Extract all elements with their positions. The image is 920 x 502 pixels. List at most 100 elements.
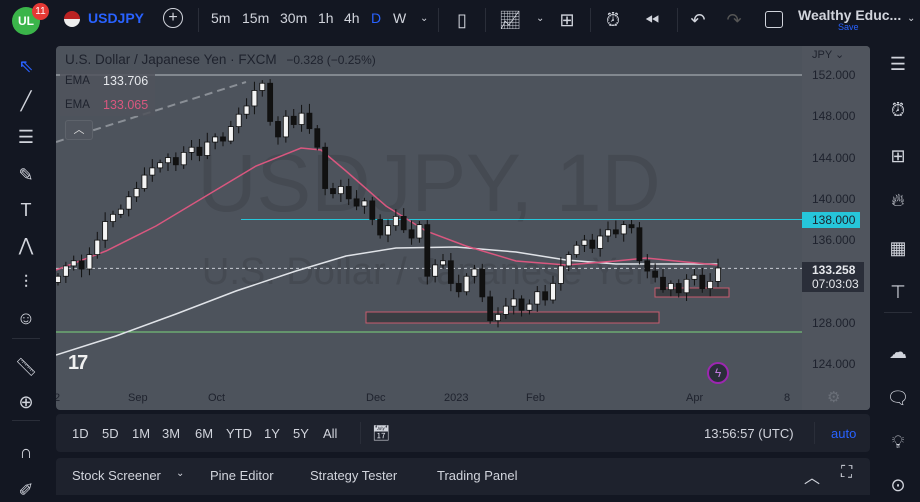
- candle: [691, 274, 698, 280]
- candle: [479, 268, 486, 298]
- tab-trading-panel[interactable]: Trading Panel: [437, 468, 518, 483]
- price-chart[interactable]: USDJPY, 1D U.S. Dollar / Japanese Yen: [56, 46, 802, 410]
- candle: [172, 157, 179, 166]
- expand-panel-icon[interactable]: ︿: [804, 470, 821, 487]
- candle: [628, 224, 635, 229]
- range-button[interactable]: All: [323, 426, 338, 441]
- candle: [620, 224, 627, 235]
- candle: [86, 254, 93, 270]
- timeframe-w[interactable]: W: [393, 10, 407, 26]
- date-label: 2: [56, 392, 61, 404]
- range-button[interactable]: 5Y: [293, 426, 309, 441]
- ideas-icon[interactable]: ⊤: [890, 281, 906, 302]
- cursor-icon[interactable]: ⇖: [18, 55, 34, 76]
- candle: [400, 215, 407, 231]
- alarm-clock-icon[interactable]: ⏰︎: [890, 99, 906, 120]
- range-button[interactable]: 1D: [72, 426, 89, 441]
- chart-pane[interactable]: USDJPY, 1D U.S. Dollar / Japanese Yen U.…: [56, 46, 870, 410]
- range-button[interactable]: 1M: [132, 426, 151, 441]
- undo-icon[interactable]: ↶: [690, 9, 706, 30]
- timeframe-30m[interactable]: 30m: [280, 10, 308, 26]
- emoji-icon[interactable]: ☺: [16, 307, 36, 328]
- text-icon[interactable]: T: [20, 199, 32, 220]
- lock-drawing-icon[interactable]: ✐: [18, 479, 34, 500]
- date-label: Sep: [128, 392, 148, 404]
- account-dropdown-icon[interactable]: ⌄: [907, 13, 916, 24]
- settings-gear-icon[interactable]: ⚙: [827, 389, 841, 406]
- streams-icon[interactable]: ⊙: [890, 474, 906, 495]
- currency-selector[interactable]: JPY ⌄: [812, 49, 845, 61]
- maximize-panel-icon[interactable]: ⛶: [841, 464, 853, 481]
- fullscreen-checkbox[interactable]: [765, 11, 783, 28]
- timeframe-d[interactable]: D: [371, 10, 382, 26]
- candle: [377, 219, 384, 236]
- candle: [652, 270, 659, 278]
- range-button[interactable]: 5D: [102, 426, 119, 441]
- add-symbol-icon[interactable]: +: [163, 8, 183, 28]
- clock[interactable]: 13:56:57 (UTC): [704, 426, 794, 441]
- candles-icon[interactable]: ▯: [457, 9, 467, 30]
- add-list-icon[interactable]: ⊞: [890, 145, 906, 166]
- timeframe-dropdown-icon[interactable]: ⌄: [420, 13, 429, 24]
- timeframe-1h[interactable]: 1h: [318, 10, 334, 26]
- candle: [133, 188, 140, 198]
- tradingview-logo[interactable]: 17: [68, 352, 88, 374]
- goto-date-icon[interactable]: 📅︎: [371, 425, 391, 442]
- range-button[interactable]: 1Y: [264, 426, 280, 441]
- range-button[interactable]: 6M: [195, 426, 214, 441]
- candle: [165, 157, 171, 164]
- bulb-icon[interactable]: 💡︎: [891, 431, 905, 452]
- calendar-icon[interactable]: ▦: [889, 237, 907, 258]
- candle: [149, 167, 156, 176]
- candle: [102, 221, 109, 241]
- range-button[interactable]: YTD: [226, 426, 252, 441]
- drawing-toolbar: ⇖ ╱ ☰ ✎ T ⋀ ⫶ ☺ 📏︎ ⊕ ∩ ✐: [0, 40, 52, 500]
- zoom-in-icon[interactable]: ⊕: [18, 391, 34, 412]
- tab-strategy-tester[interactable]: Strategy Tester: [310, 468, 398, 483]
- candle: [392, 215, 399, 227]
- candle: [345, 186, 352, 200]
- candle: [353, 198, 360, 207]
- candle: [612, 229, 619, 235]
- account-name[interactable]: Wealthy Educ...: [798, 7, 902, 23]
- chat-icon[interactable]: 🗨︎: [886, 387, 910, 408]
- candle: [251, 90, 258, 107]
- candle: [534, 291, 541, 305]
- stock-screener-dropdown-icon[interactable]: ⌄: [176, 468, 185, 479]
- ema2-label[interactable]: EMA: [65, 99, 90, 111]
- magnet-icon[interactable]: ∩: [19, 441, 33, 462]
- watchlist-icon[interactable]: ☰: [889, 53, 907, 74]
- timeframe-15m[interactable]: 15m: [242, 10, 270, 26]
- timeframe-4h[interactable]: 4h: [344, 10, 360, 26]
- horizontal-lines-icon[interactable]: ☰: [17, 126, 35, 147]
- ema1-label[interactable]: EMA: [65, 75, 90, 87]
- replay-icon[interactable]: ⏪︎: [644, 9, 660, 30]
- auto-scale-button[interactable]: auto: [831, 426, 857, 441]
- timeframe-5m[interactable]: 5m: [211, 10, 231, 26]
- candle: [204, 141, 211, 156]
- trendline-icon[interactable]: ╱: [20, 90, 32, 111]
- range-button[interactable]: 3M: [162, 426, 181, 441]
- alert-icon[interactable]: ⏰︎: [605, 9, 621, 30]
- redo-icon[interactable]: ↷: [726, 9, 742, 30]
- lightning-icon[interactable]: ϟ: [707, 362, 729, 384]
- symbol-search[interactable]: USDJPY: [88, 10, 145, 26]
- chat-cloud-icon[interactable]: ☁: [889, 341, 907, 362]
- candle: [56, 275, 61, 283]
- tab-stock-screener[interactable]: Stock Screener: [72, 468, 161, 483]
- collapse-legend-button[interactable]: ︿: [65, 120, 93, 140]
- indicators-icon[interactable]: 📈︎: [498, 9, 522, 30]
- candle: [660, 276, 666, 291]
- price-label: 124.000: [812, 356, 856, 371]
- tab-pine-editor[interactable]: Pine Editor: [210, 468, 274, 483]
- indicators-dropdown-icon[interactable]: ⌄: [536, 13, 545, 24]
- layouts-icon[interactable]: ⊞: [559, 9, 575, 30]
- hotlist-flame-icon[interactable]: 🔥︎: [891, 189, 905, 210]
- price-axis[interactable]: JPY ⌄ 152.000 148.000 144.000 140.000 136.00…: [802, 46, 870, 410]
- ruler-icon[interactable]: 📏︎: [14, 356, 38, 377]
- candle: [557, 265, 564, 284]
- brush-icon[interactable]: ✎: [18, 164, 34, 185]
- prediction-icon[interactable]: ⫶: [23, 271, 29, 292]
- save-button[interactable]: Save: [838, 22, 859, 32]
- pattern-icon[interactable]: ⋀: [18, 234, 34, 255]
